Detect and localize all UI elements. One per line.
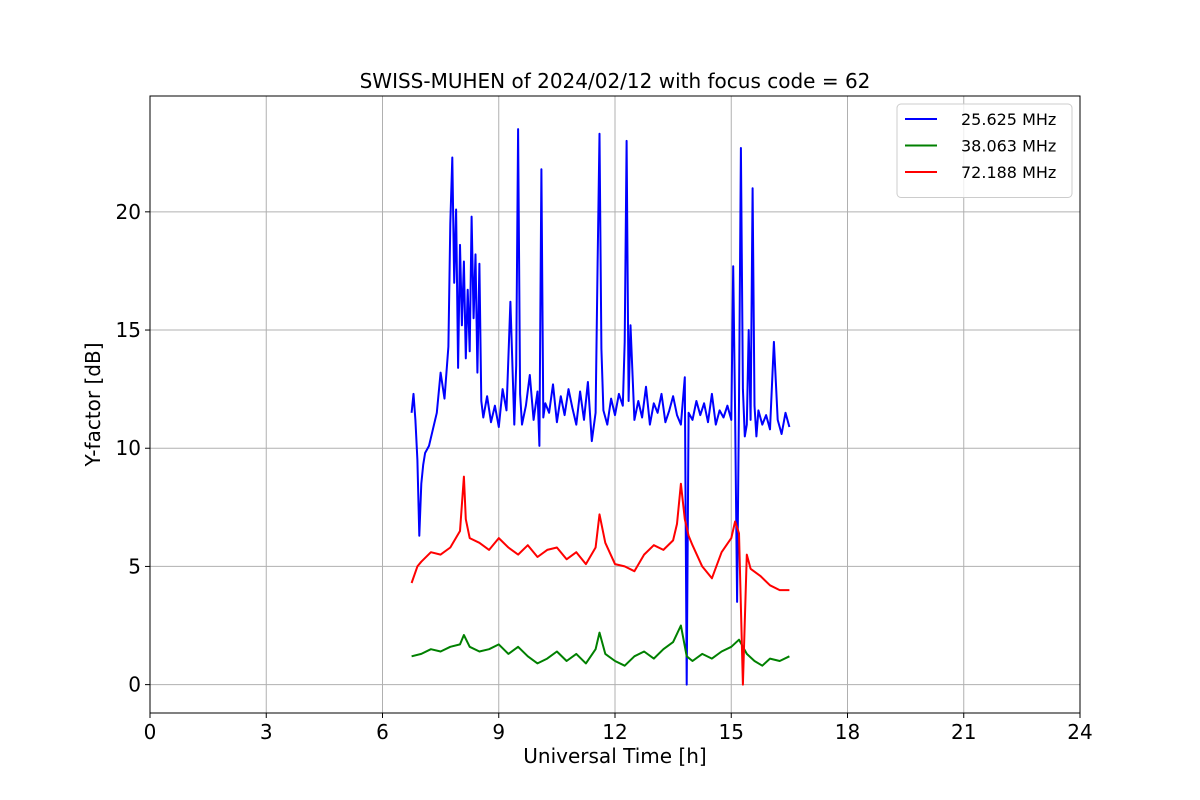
series-line-3 [410, 475, 790, 686]
x-axis-label: Universal Time [h] [523, 744, 706, 768]
legend-label: 72.188 MHz [961, 163, 1056, 182]
series-line-2 [411, 624, 790, 667]
x-tick-label: 9 [492, 720, 505, 744]
y-tick-label: 0 [128, 673, 141, 697]
x-tick-label: 12 [602, 720, 627, 744]
y-tick-label: 15 [116, 318, 141, 342]
x-tick-label: 18 [835, 720, 860, 744]
x-tick-label: 21 [951, 720, 976, 744]
plot-lines [410, 128, 791, 686]
chart-title: SWISS-MUHEN of 2024/02/12 with focus cod… [360, 69, 871, 93]
x-tick-label: 15 [719, 720, 744, 744]
y-tick-label: 20 [116, 200, 141, 224]
y-axis-label: Y-factor [dB] [81, 342, 105, 467]
y-tick-label: 5 [128, 554, 141, 578]
x-tick-label: 0 [144, 720, 157, 744]
legend-label: 38.063 MHz [961, 137, 1056, 156]
legend: 25.625 MHz 38.063 MHz 72.188 MHz [896, 103, 1073, 198]
x-tick-label: 3 [260, 720, 273, 744]
legend-label: 25.625 MHz [961, 110, 1056, 129]
x-tick-label: 6 [376, 720, 389, 744]
x-tick-label: 24 [1067, 720, 1092, 744]
y-tick-label: 10 [116, 436, 141, 460]
axes: 0 3 6 9 12 15 18 21 24 0 5 10 15 20 [116, 200, 1093, 744]
series-line-1 [410, 128, 791, 686]
legend-box [896, 103, 1073, 198]
